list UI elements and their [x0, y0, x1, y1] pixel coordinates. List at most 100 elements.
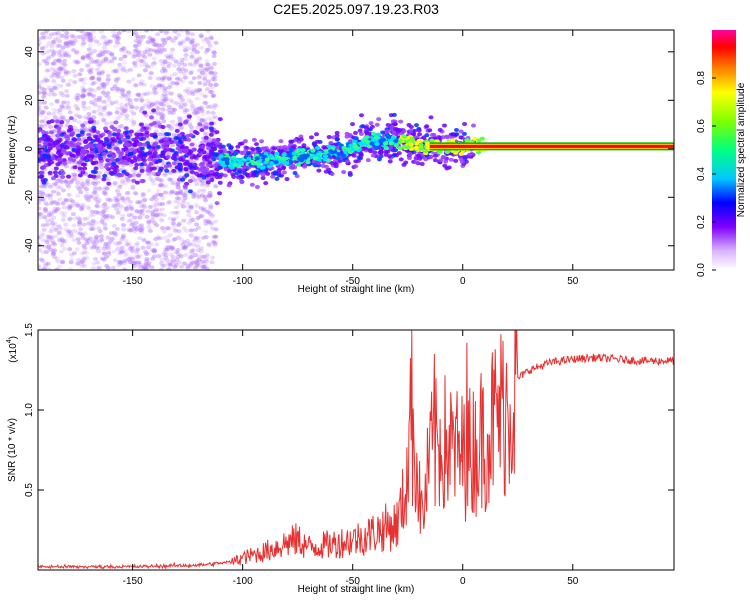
tone-band-core	[429, 144, 674, 148]
noise-point	[89, 194, 95, 199]
noise-point	[193, 107, 199, 112]
band-point	[158, 139, 164, 144]
noise-point	[156, 47, 162, 52]
band-point	[55, 162, 61, 167]
noise-point	[109, 52, 115, 57]
noise-point	[113, 206, 119, 211]
noise-point	[80, 235, 86, 240]
noise-point	[157, 83, 163, 88]
noise-point	[102, 208, 108, 213]
noise-point	[145, 40, 151, 45]
noise-point	[182, 240, 188, 245]
noise-point	[59, 33, 65, 38]
noise-point	[80, 37, 86, 42]
noise-point	[210, 77, 216, 82]
band-point	[156, 171, 162, 176]
noise-point	[41, 78, 47, 83]
y-tick-label: -20	[24, 190, 35, 205]
band-point	[132, 156, 138, 161]
noise-point	[144, 49, 150, 54]
colorbar-tick-label: 0.0	[696, 263, 707, 277]
noise-point	[119, 216, 125, 221]
noise-point	[199, 183, 205, 188]
noise-point	[161, 252, 167, 257]
band-point	[112, 138, 118, 143]
noise-point	[160, 225, 166, 230]
band-point	[80, 152, 86, 157]
noise-point	[130, 206, 136, 211]
band-point	[144, 134, 150, 139]
noise-point	[148, 176, 154, 181]
noise-point	[97, 104, 103, 109]
noise-point	[127, 246, 133, 251]
noise-point	[166, 267, 172, 270]
noise-point	[167, 177, 173, 182]
noise-point	[91, 109, 97, 114]
noise-point	[78, 227, 84, 232]
chart-title: C2E5.2025.097.19.23.R03	[273, 1, 439, 17]
noise-point	[113, 69, 119, 74]
noise-point	[135, 247, 141, 252]
noise-point	[156, 83, 162, 88]
noise-point	[58, 226, 64, 231]
noise-point	[188, 204, 194, 209]
band-point	[163, 137, 169, 142]
noise-point	[84, 241, 90, 246]
noise-point	[69, 38, 75, 43]
noise-point	[155, 100, 161, 105]
noise-point	[209, 89, 215, 94]
noise-point	[132, 228, 138, 233]
band-point	[207, 154, 213, 159]
band-point	[353, 164, 359, 169]
noise-point	[168, 98, 174, 103]
noise-point	[193, 202, 199, 207]
noise-point	[94, 245, 100, 250]
noise-point	[68, 41, 74, 46]
noise-point	[101, 251, 107, 256]
noise-point	[112, 182, 118, 187]
band-point	[121, 160, 127, 165]
noise-point	[147, 204, 153, 209]
noise-point	[108, 239, 114, 244]
noise-point	[79, 126, 85, 131]
noise-point	[119, 123, 125, 128]
noise-point	[131, 61, 137, 66]
noise-point	[189, 125, 195, 130]
noise-point	[102, 42, 108, 47]
noise-point	[193, 111, 199, 116]
noise-point	[133, 47, 139, 52]
noise-point	[112, 198, 118, 203]
band-point	[121, 169, 127, 174]
noise-point	[54, 185, 60, 190]
noise-point	[40, 31, 46, 36]
noise-point	[109, 86, 115, 91]
band-point	[424, 124, 430, 129]
ridge-point	[374, 141, 380, 146]
noise-point	[204, 253, 210, 258]
noise-point	[207, 211, 213, 216]
band-point	[46, 158, 52, 163]
noise-point	[181, 198, 187, 203]
noise-point	[159, 83, 165, 88]
noise-point	[90, 30, 96, 34]
band-point	[393, 148, 399, 153]
noise-point	[154, 50, 160, 55]
band-point	[217, 191, 223, 196]
noise-point	[132, 44, 138, 49]
band-point	[128, 129, 134, 134]
noise-point	[55, 31, 61, 36]
noise-point	[194, 58, 200, 63]
noise-point	[100, 49, 106, 54]
noise-point	[144, 251, 150, 256]
band-point	[392, 126, 398, 131]
noise-point	[156, 207, 162, 212]
noise-point	[198, 213, 204, 218]
noise-point	[158, 101, 164, 106]
noise-point	[202, 78, 208, 83]
noise-point	[176, 116, 182, 121]
ridge-point	[254, 156, 260, 161]
noise-point	[43, 50, 49, 55]
noise-point	[165, 90, 171, 95]
noise-point	[63, 197, 69, 202]
noise-point	[186, 98, 192, 103]
